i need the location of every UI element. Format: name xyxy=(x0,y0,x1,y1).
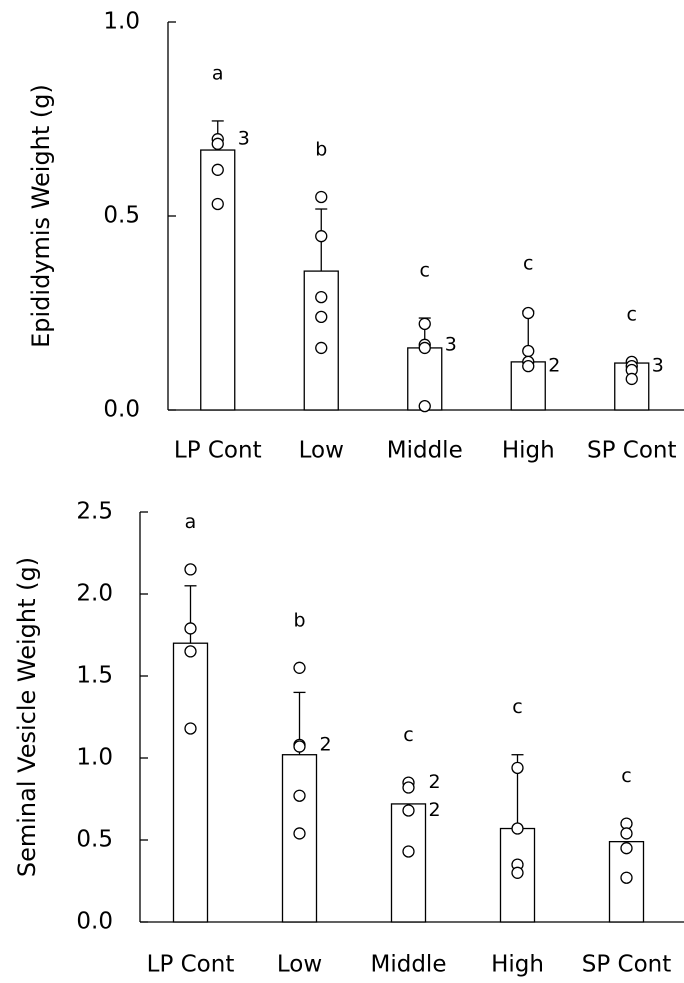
y-tick-label: 0.5 xyxy=(76,827,113,853)
count-note: 2 xyxy=(429,771,441,793)
significance-letter: c xyxy=(523,253,533,275)
data-point xyxy=(315,290,328,304)
count-note: 3 xyxy=(238,128,250,150)
data-point xyxy=(418,341,431,355)
data-point xyxy=(620,871,633,884)
data-point xyxy=(402,804,415,817)
significance-letter: a xyxy=(212,62,224,84)
data-point xyxy=(620,842,633,855)
y-tick-label: 1.5 xyxy=(76,663,113,689)
count-note: 2 xyxy=(320,733,332,755)
data-point xyxy=(315,341,328,355)
significance-letter: b xyxy=(315,138,327,160)
x-tick-label: Low xyxy=(277,952,322,978)
x-tick-label: Low xyxy=(299,438,344,464)
bar xyxy=(172,642,209,923)
data-point xyxy=(620,827,633,840)
data-point xyxy=(184,722,197,735)
data-point xyxy=(522,344,535,358)
data-point xyxy=(293,827,306,840)
data-point xyxy=(418,317,431,331)
data-point xyxy=(511,822,524,835)
x-tick-label: High xyxy=(502,438,555,464)
data-point xyxy=(402,781,415,794)
data-point xyxy=(184,563,197,576)
y-axis-label: Seminal Vesicle Weight (g) xyxy=(13,557,41,877)
significance-letter: c xyxy=(420,260,430,282)
data-point xyxy=(511,866,524,879)
bar xyxy=(200,149,236,411)
significance-letter: c xyxy=(627,303,637,325)
x-tick-label: SP Cont xyxy=(582,952,672,978)
x-tick-label: High xyxy=(491,952,544,978)
data-point xyxy=(184,645,197,658)
y-tick-label: 1.0 xyxy=(103,9,140,35)
y-tick-label: 0.0 xyxy=(76,909,113,935)
significance-letter: a xyxy=(185,511,197,533)
data-point xyxy=(625,372,638,386)
data-point xyxy=(293,661,306,674)
x-tick-label: Middle xyxy=(387,438,463,464)
y-tick-label: 2.0 xyxy=(76,581,113,607)
count-note: 2 xyxy=(548,355,560,377)
data-point xyxy=(522,360,535,373)
y-tick-label: 1.0 xyxy=(76,745,113,771)
data-point xyxy=(315,310,328,324)
count-note: 3 xyxy=(445,333,457,355)
significance-letter: c xyxy=(403,724,413,746)
data-point xyxy=(211,137,224,150)
data-point xyxy=(511,761,524,774)
y-axis-label: Epididymis Weight (g) xyxy=(27,84,55,348)
data-point xyxy=(293,789,306,802)
data-point xyxy=(402,845,415,858)
data-point xyxy=(418,399,431,413)
y-tick-label: 0.0 xyxy=(103,397,140,423)
count-note: 3 xyxy=(652,355,664,377)
y-tick-label: 2.5 xyxy=(76,499,113,525)
data-point xyxy=(211,163,224,176)
x-tick-label: SP Cont xyxy=(587,438,677,464)
significance-letter: b xyxy=(293,609,305,631)
y-tick-label: 0.5 xyxy=(103,203,140,229)
data-point xyxy=(211,197,224,211)
data-point xyxy=(184,622,197,635)
data-point xyxy=(315,230,328,243)
data-point xyxy=(315,190,328,204)
x-tick-label: Middle xyxy=(371,952,447,978)
data-point xyxy=(293,740,306,753)
significance-letter: c xyxy=(512,696,522,718)
data-point xyxy=(522,306,535,320)
bar xyxy=(390,803,427,923)
count-note: 2 xyxy=(429,799,441,821)
x-tick-label: LP Cont xyxy=(174,438,262,464)
significance-letter: c xyxy=(621,765,631,787)
x-tick-label: LP Cont xyxy=(147,952,235,978)
